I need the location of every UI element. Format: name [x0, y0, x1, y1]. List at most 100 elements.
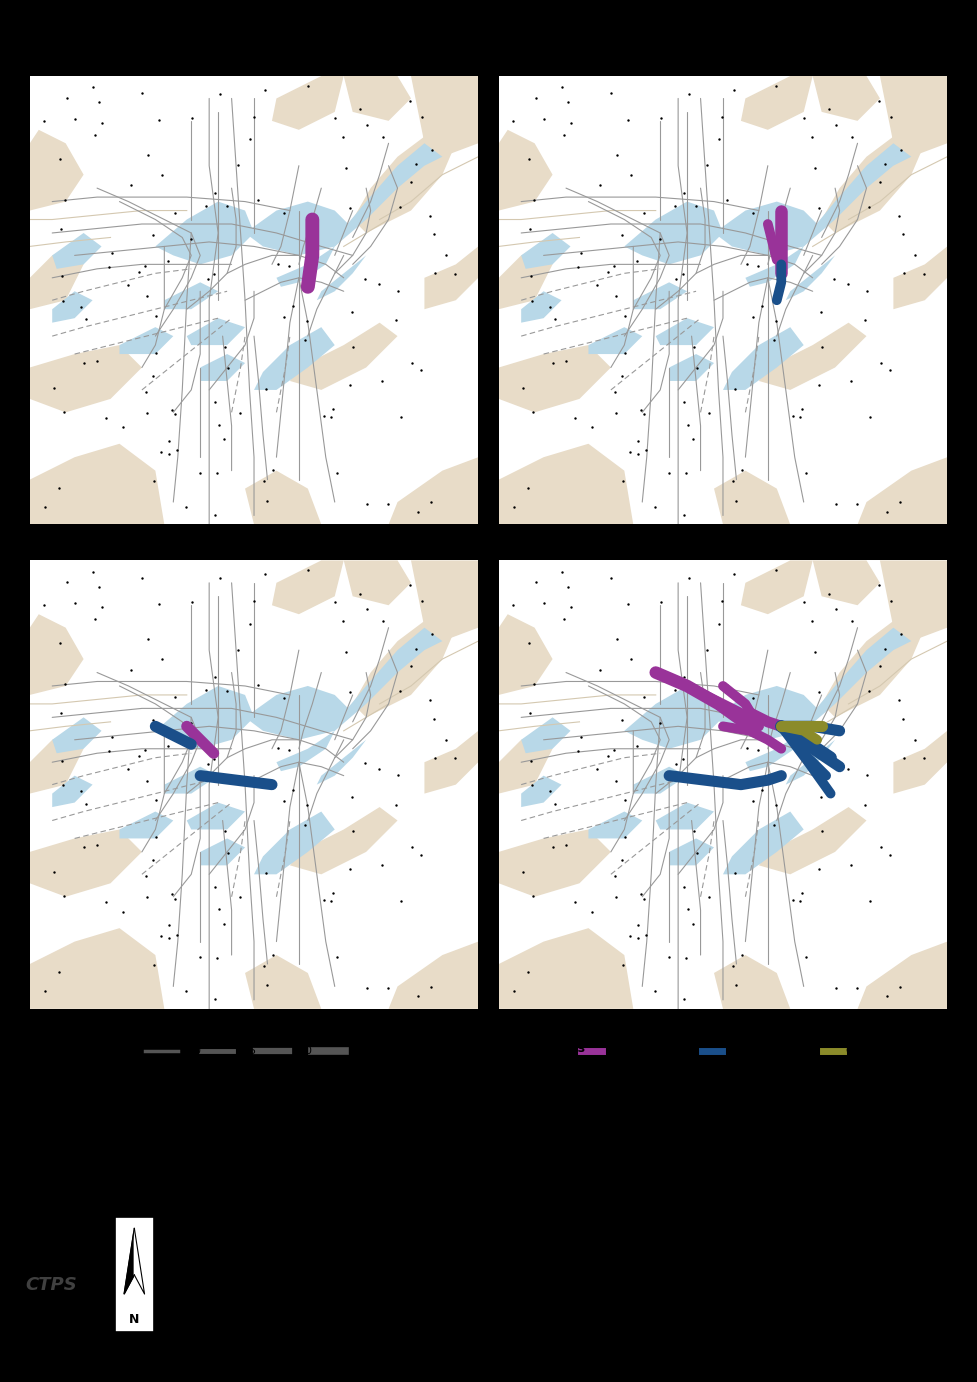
Point	[678, 462, 694, 484]
Point	[408, 153, 424, 176]
Point	[608, 381, 623, 404]
Point	[217, 336, 233, 358]
Point	[524, 265, 539, 287]
Polygon shape	[633, 282, 687, 310]
Polygon shape	[880, 76, 948, 156]
Point	[169, 923, 185, 945]
Point	[145, 365, 160, 387]
Point	[893, 623, 909, 645]
Point	[882, 843, 898, 865]
Bar	[115, 1218, 153, 1332]
Point	[335, 611, 351, 633]
Polygon shape	[858, 457, 948, 524]
Point	[422, 690, 438, 712]
Point	[211, 898, 227, 920]
Point	[827, 268, 842, 290]
Point	[141, 629, 156, 651]
Polygon shape	[411, 561, 479, 641]
Point	[571, 256, 586, 278]
Polygon shape	[245, 471, 321, 524]
Point	[807, 641, 823, 663]
Point	[862, 890, 877, 912]
Point	[375, 611, 391, 633]
Point	[242, 129, 258, 151]
Point	[317, 405, 332, 427]
Point	[804, 126, 820, 148]
Point	[374, 854, 390, 876]
Point	[76, 351, 92, 373]
Point	[745, 305, 761, 328]
Point	[811, 196, 827, 218]
Polygon shape	[714, 955, 790, 1009]
Point	[338, 641, 354, 663]
Point	[689, 842, 704, 864]
Point	[285, 779, 301, 802]
Point	[840, 274, 856, 296]
Point	[505, 594, 521, 616]
Point	[257, 564, 273, 586]
Polygon shape	[656, 318, 714, 346]
Point	[183, 712, 198, 734]
Point	[276, 202, 292, 224]
Point	[154, 648, 170, 670]
Point	[686, 821, 701, 843]
Point	[98, 891, 113, 914]
Point	[862, 196, 877, 218]
Point	[246, 590, 262, 612]
Point	[750, 256, 766, 278]
Point	[726, 79, 742, 101]
Point	[230, 638, 245, 661]
Point	[623, 163, 639, 185]
Point	[608, 865, 623, 887]
Point	[345, 820, 361, 842]
Point	[123, 658, 139, 680]
Point	[812, 858, 828, 880]
Point	[680, 898, 696, 920]
Point	[633, 883, 649, 905]
Point	[794, 398, 810, 420]
Point	[571, 739, 586, 761]
Point	[232, 402, 247, 424]
Point	[67, 593, 83, 615]
Point	[120, 757, 136, 779]
Point	[344, 786, 360, 808]
Polygon shape	[624, 685, 723, 749]
Point	[828, 492, 844, 514]
Point	[686, 336, 701, 358]
Point	[728, 377, 743, 399]
Polygon shape	[714, 471, 790, 524]
Point	[811, 681, 827, 703]
Point	[667, 679, 683, 701]
Point	[147, 955, 162, 977]
Point	[754, 779, 770, 802]
Polygon shape	[155, 685, 254, 749]
Point	[609, 285, 624, 307]
Point	[798, 462, 814, 484]
Text: Bus: Bus	[725, 1046, 745, 1056]
Point	[426, 223, 442, 245]
Polygon shape	[498, 561, 948, 1009]
Point	[822, 583, 837, 605]
Text: Weekday Midday: Weekday Midday	[669, 54, 777, 68]
Polygon shape	[254, 328, 335, 390]
Point	[259, 862, 275, 884]
Point	[719, 673, 735, 695]
Text: 150: 150	[292, 1046, 313, 1056]
Point	[120, 274, 136, 296]
Point	[891, 205, 907, 227]
Polygon shape	[29, 561, 479, 1009]
Point	[798, 947, 814, 969]
Point	[149, 304, 164, 326]
Point	[212, 567, 228, 589]
Point	[169, 439, 185, 462]
Polygon shape	[389, 457, 479, 524]
Point	[527, 673, 542, 695]
Point	[323, 406, 339, 428]
Point	[427, 263, 443, 285]
Point	[149, 789, 164, 811]
Polygon shape	[498, 130, 553, 210]
Polygon shape	[880, 561, 948, 641]
Point	[422, 205, 438, 227]
Point	[164, 399, 180, 422]
Point	[908, 728, 923, 750]
